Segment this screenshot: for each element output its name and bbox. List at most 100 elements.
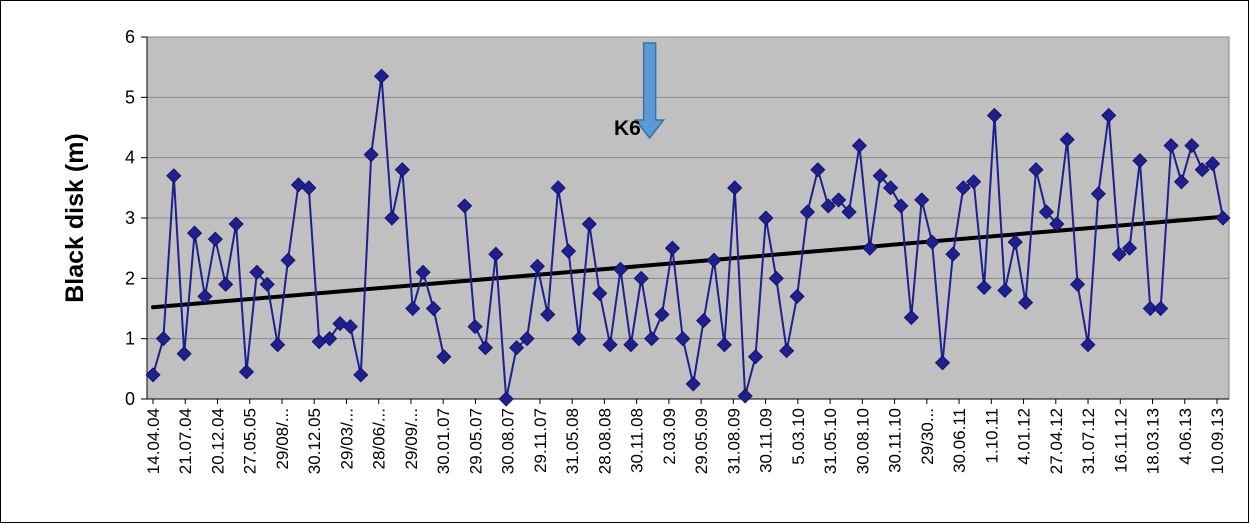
data-point-69 [862,240,878,256]
data-point-44 [602,337,618,353]
data-point-15 [301,180,317,196]
x-tick-label-18: 31.08.09 [724,408,743,474]
data-point-26 [415,264,431,280]
data-point-23 [384,210,400,226]
data-point-3 [176,346,192,362]
data-point-12 [270,337,286,353]
data-point-13 [280,252,296,268]
x-tick-label-15: 30.11.08 [628,408,647,473]
data-point-48 [644,331,660,347]
trend-line [151,214,1225,310]
data-point-0 [145,367,161,383]
data-point-63 [799,204,816,220]
data-point-85 [1028,162,1044,178]
data-point-31 [467,319,483,335]
y-tick-label-5: 5 [125,87,135,107]
data-point-34 [498,391,514,407]
y-tick-label-0: 0 [125,389,135,409]
data-point-42 [581,216,597,232]
data-point-22 [373,68,390,84]
trend-layer [151,214,1225,310]
data-point-83 [1007,234,1023,250]
x-tick-label-10: 29.05.07 [466,408,485,474]
data-point-4 [186,225,203,241]
x-tick-label-32: 4.06.13 [1176,408,1195,465]
data-point-92 [1101,107,1117,123]
data-point-79 [966,174,982,190]
data-point-24 [394,162,410,178]
data-point-57 [737,388,753,404]
arrow-layer [634,42,666,140]
data-point-61 [779,343,795,359]
data-point-88 [1059,132,1075,148]
data-point-62 [789,288,805,304]
x-tick-label-0: 14.04.04 [144,408,163,474]
data-point-84 [1018,294,1034,311]
data-point-53 [696,313,712,329]
data-point-47 [633,270,649,286]
data-point-67 [841,204,857,220]
data-point-65 [820,198,836,214]
down-arrow-icon [634,42,666,140]
data-point-82 [997,282,1013,298]
data-point-35 [509,340,525,356]
x-tick-label-17: 29.05.09 [692,408,711,474]
data-point-72 [893,198,909,214]
data-point-52 [685,376,701,392]
data-point-74 [914,192,930,208]
x-tick-label-2: 20.12.04 [208,408,227,474]
data-point-93 [1111,246,1127,262]
data-point-39 [550,180,566,196]
data-point-102 [1205,156,1221,172]
data-point-46 [623,337,639,353]
x-axis: 14.04.04 21.07.04 20.12.04 27.05.05 29/08/..… [144,398,1229,474]
data-point-68 [851,138,867,154]
data-point-58 [747,349,764,365]
x-tick-label-27: 4.01.12 [1015,408,1034,465]
x-tick-label-3: 27.05.05 [241,408,260,474]
data-point-7 [218,276,234,292]
data-point-2 [166,168,182,184]
y-tick-label-6: 6 [125,27,135,47]
data-point-5 [197,288,213,304]
data-point-43 [592,285,608,301]
data-point-81 [986,107,1003,123]
data-point-41 [571,331,587,347]
x-tick-label-26: 1.10.11 [982,408,1001,463]
data-point-64 [810,162,826,178]
x-tick-label-21: 31.05.10 [821,408,840,474]
data-point-40 [560,243,577,259]
y-tick-label-2: 2 [125,268,135,288]
data-point-11 [259,276,275,292]
data-point-27 [425,300,442,317]
data-point-8 [228,216,244,232]
data-point-54 [706,252,722,268]
data-point-33 [488,246,504,262]
data-point-21 [363,147,379,163]
data-point-71 [883,180,899,196]
data-point-37 [529,258,545,274]
x-tick-label-23: 30.11.10 [886,408,905,473]
x-tick-label-14: 28.08.08 [595,408,614,474]
data-point-80 [976,279,992,295]
data-point-86 [1038,204,1054,220]
x-tick-label-25: 30.06.11 [950,408,969,473]
data-point-95 [1132,153,1148,169]
data-point-90 [1080,337,1096,353]
x-tick-label-19: 30.11.09 [757,408,776,473]
x-tick-label-30: 16.11.12 [1111,408,1130,473]
data-point-103 [1215,210,1231,226]
data-point-6 [207,231,223,247]
data-point-9 [238,364,255,380]
data-point-10 [249,264,265,280]
x-tick-label-31: 18.03.13 [1144,408,1163,474]
data-point-38 [540,306,556,323]
data-point-30 [457,198,473,214]
data-point-77 [945,246,961,262]
x-tick-label-29: 31.07.12 [1079,408,1098,474]
x-tick-label-7: 28/06/... [370,408,389,469]
data-point-66 [831,192,847,208]
data-point-50 [664,240,680,256]
y-tick-label-4: 4 [125,148,135,168]
